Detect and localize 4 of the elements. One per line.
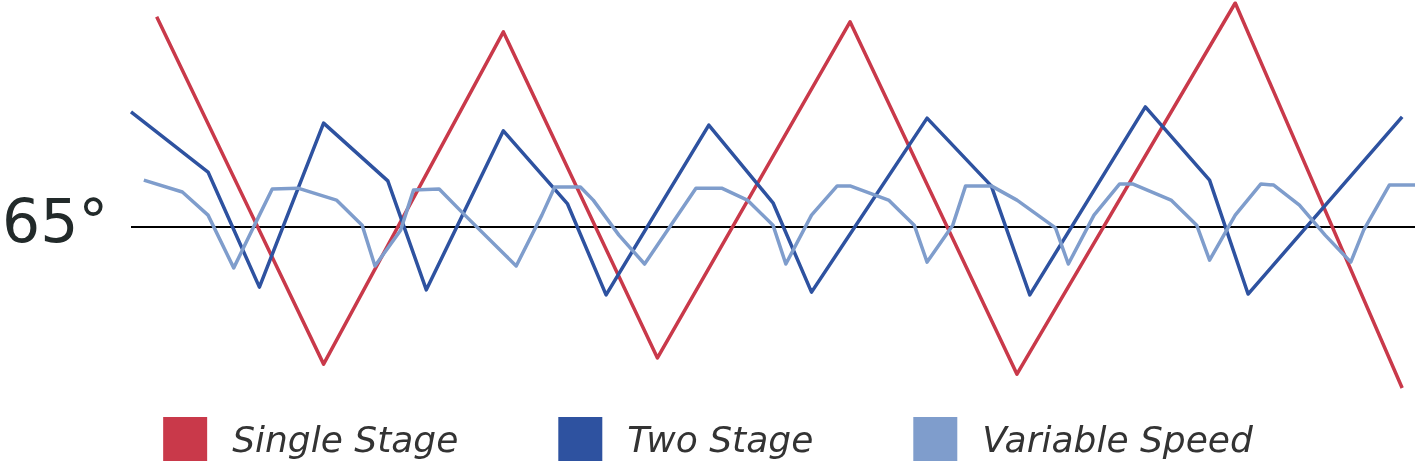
text: 65°: [2, 186, 109, 257]
legend-label: Single Stage: [232, 418, 459, 460]
legend-label: Variable Speed: [982, 418, 1254, 460]
legend-label: Two Stage: [627, 418, 814, 460]
